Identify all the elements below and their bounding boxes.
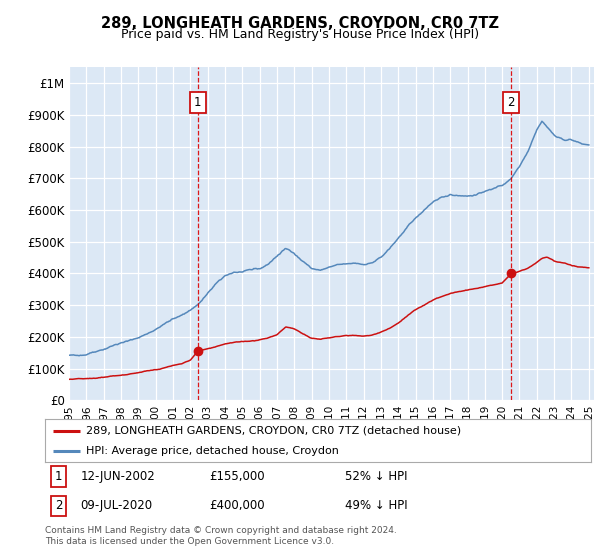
Text: £400,000: £400,000 [209, 500, 265, 512]
Text: 09-JUL-2020: 09-JUL-2020 [80, 500, 152, 512]
Text: 289, LONGHEATH GARDENS, CROYDON, CR0 7TZ: 289, LONGHEATH GARDENS, CROYDON, CR0 7TZ [101, 16, 499, 31]
Text: 49% ↓ HPI: 49% ↓ HPI [346, 500, 408, 512]
Text: 52% ↓ HPI: 52% ↓ HPI [346, 470, 408, 483]
Text: HPI: Average price, detached house, Croydon: HPI: Average price, detached house, Croy… [86, 446, 339, 455]
Text: Price paid vs. HM Land Registry's House Price Index (HPI): Price paid vs. HM Land Registry's House … [121, 28, 479, 41]
Text: 2: 2 [55, 500, 62, 512]
Text: £155,000: £155,000 [209, 470, 265, 483]
Text: Contains HM Land Registry data © Crown copyright and database right 2024.
This d: Contains HM Land Registry data © Crown c… [45, 526, 397, 546]
Text: 2: 2 [508, 96, 515, 109]
Text: 1: 1 [55, 470, 62, 483]
Text: 1: 1 [194, 96, 202, 109]
Text: 12-JUN-2002: 12-JUN-2002 [80, 470, 155, 483]
Text: 289, LONGHEATH GARDENS, CROYDON, CR0 7TZ (detached house): 289, LONGHEATH GARDENS, CROYDON, CR0 7TZ… [86, 426, 461, 436]
